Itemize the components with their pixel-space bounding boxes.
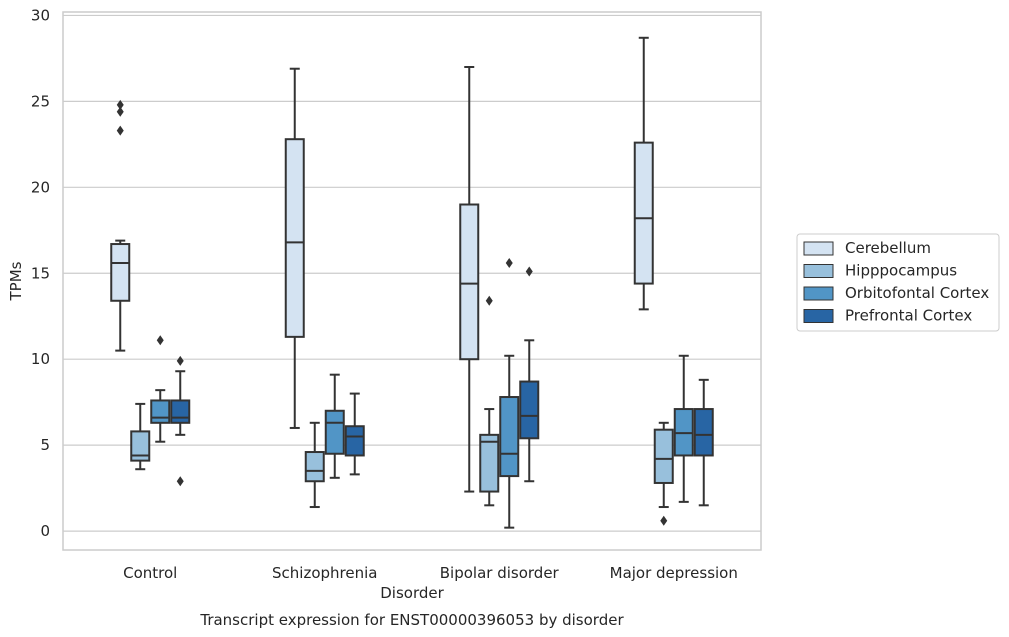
box-cerebellum — [633, 36, 654, 311]
outlier-point — [176, 476, 184, 487]
outlier-point — [116, 125, 124, 136]
box-body — [653, 428, 674, 484]
outlier-point — [485, 295, 493, 306]
y-tick-label: 0 — [40, 522, 50, 540]
box-body — [519, 380, 540, 440]
plot-frame — [62, 11, 762, 551]
box-body — [499, 396, 520, 478]
legend-swatch — [803, 286, 834, 301]
box-hipppocampus — [130, 402, 151, 471]
x-axis-title: Disorder — [380, 584, 444, 602]
outlier-point — [525, 266, 533, 277]
box-body — [110, 243, 131, 302]
y-axis-title: TPMs — [7, 261, 25, 301]
x-axis-ticks: Control Schizophrenia Bipolar disorder Majo… — [123, 564, 738, 582]
box-orbitofontal-cortex — [150, 335, 171, 443]
box-body — [304, 451, 325, 483]
chart-caption: Transcript expression for ENST0000039605… — [199, 611, 624, 629]
box-prefrontal-cortex — [344, 392, 365, 476]
legend-swatch — [803, 264, 834, 278]
box-plots — [110, 36, 714, 529]
legend-label: Prefrontal Cortex — [845, 307, 972, 325]
box-orbitofontal-cortex — [499, 257, 520, 529]
x-tick-label: Major depression — [610, 564, 738, 582]
box-cerebellum — [284, 67, 305, 429]
box-prefrontal-cortex — [693, 378, 714, 507]
outlier-point — [505, 257, 513, 268]
outlier-point — [156, 335, 164, 346]
box-hipppocampus — [653, 421, 674, 526]
outlier-point — [116, 106, 124, 117]
legend-frame — [796, 233, 1000, 332]
legend-label: Orbitofontal Cortex — [845, 284, 989, 302]
y-tick-label: 5 — [40, 436, 50, 454]
box-body — [324, 409, 345, 455]
outlier-point — [660, 515, 668, 526]
legend-swatch — [803, 309, 834, 323]
y-tick-label: 20 — [31, 178, 50, 196]
box-body — [693, 408, 714, 457]
x-tick-label: Bipolar disorder — [440, 564, 560, 582]
y-tick-label: 10 — [31, 350, 50, 368]
legend-label: Cerebellum — [845, 239, 931, 257]
box-body — [479, 433, 500, 493]
box-hipppocampus — [304, 421, 325, 509]
box-body — [170, 399, 191, 424]
box-hipppocampus — [479, 295, 500, 507]
x-tick-label: Schizophrenia — [272, 564, 377, 582]
y-tick-label: 25 — [31, 92, 50, 110]
box-body — [459, 203, 480, 361]
legend-label: Hipppocampus — [845, 262, 957, 280]
box-body — [344, 425, 365, 457]
box-orbitofontal-cortex — [673, 354, 694, 503]
legend-swatch — [803, 241, 834, 256]
y-tick-label: 15 — [31, 264, 50, 282]
box-body — [130, 430, 151, 462]
box-orbitofontal-cortex — [324, 373, 345, 479]
legend: Cerebellum Hipppocampus Orbitofontal Corte… — [796, 233, 1000, 332]
box-prefrontal-cortex — [170, 355, 191, 487]
box-body — [284, 138, 305, 338]
y-tick-label: 30 — [31, 6, 50, 24]
box-cerebellum — [110, 99, 131, 352]
x-tick-label: Control — [123, 564, 177, 582]
box-body — [150, 399, 171, 424]
y-axis-ticks: 0 5 10 15 20 25 30 — [31, 6, 50, 540]
box-prefrontal-cortex — [519, 266, 540, 483]
box-body — [633, 141, 654, 285]
outlier-point — [116, 99, 124, 110]
outlier-point — [176, 355, 184, 366]
box-cerebellum — [459, 66, 480, 493]
